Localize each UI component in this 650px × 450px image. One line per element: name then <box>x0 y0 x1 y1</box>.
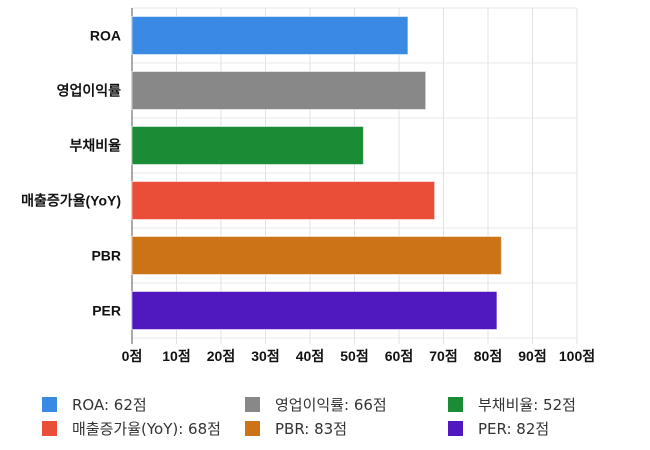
x-tick-label: 20점 <box>207 348 235 364</box>
x-tick-label: 70점 <box>429 348 457 364</box>
legend-label: PER: 82점 <box>478 420 550 438</box>
category-label: ROA <box>90 28 121 44</box>
legend-item[interactable]: 부채비율: 52점 <box>448 394 576 415</box>
x-tick-label: 40점 <box>296 348 324 364</box>
legend-item[interactable]: 매출증가율(YoY): 68점 <box>42 418 221 439</box>
x-tick-label: 10점 <box>162 348 190 364</box>
x-tick-label: 0점 <box>122 348 143 364</box>
legend-label: PBR: 83점 <box>275 420 348 438</box>
x-tick-label: 90점 <box>518 348 546 364</box>
legend-item[interactable]: 영업이익률: 66점 <box>245 394 387 415</box>
bar-0 <box>131 16 409 55</box>
x-tick-label: 60점 <box>385 348 413 364</box>
legend-swatch <box>448 421 463 436</box>
legend-label: ROA: 62점 <box>72 396 147 414</box>
legend-swatch <box>42 397 57 412</box>
bar-3 <box>131 181 436 220</box>
category-label: 매출증가율(YoY) <box>21 193 121 209</box>
legend-label: 영업이익률: 66점 <box>275 396 387 414</box>
legend-label: 매출증가율(YoY): 68점 <box>72 420 221 438</box>
bar-1 <box>131 71 427 110</box>
legend-swatch <box>245 421 260 436</box>
x-tick-label: 80점 <box>474 348 502 364</box>
category-label: PBR <box>91 248 121 264</box>
legend-label: 부채비율: 52점 <box>478 396 576 414</box>
category-label: PER <box>92 303 121 319</box>
legend-swatch <box>448 397 463 412</box>
legend-item[interactable]: PBR: 83점 <box>245 418 347 439</box>
legend-swatch <box>245 397 260 412</box>
bar-4 <box>131 236 502 275</box>
bar-5 <box>131 291 498 330</box>
category-label: 부채비율 <box>69 138 121 154</box>
legend-swatch <box>42 421 57 436</box>
bar-2 <box>131 126 364 165</box>
x-tick-label: 50점 <box>340 348 368 364</box>
legend-item[interactable]: ROA: 62점 <box>42 394 147 415</box>
legend-item[interactable]: PER: 82점 <box>448 418 549 439</box>
category-label: 영업이익률 <box>57 83 122 99</box>
x-tick-label: 30점 <box>251 348 279 364</box>
x-tick-label: 100점 <box>559 348 595 364</box>
